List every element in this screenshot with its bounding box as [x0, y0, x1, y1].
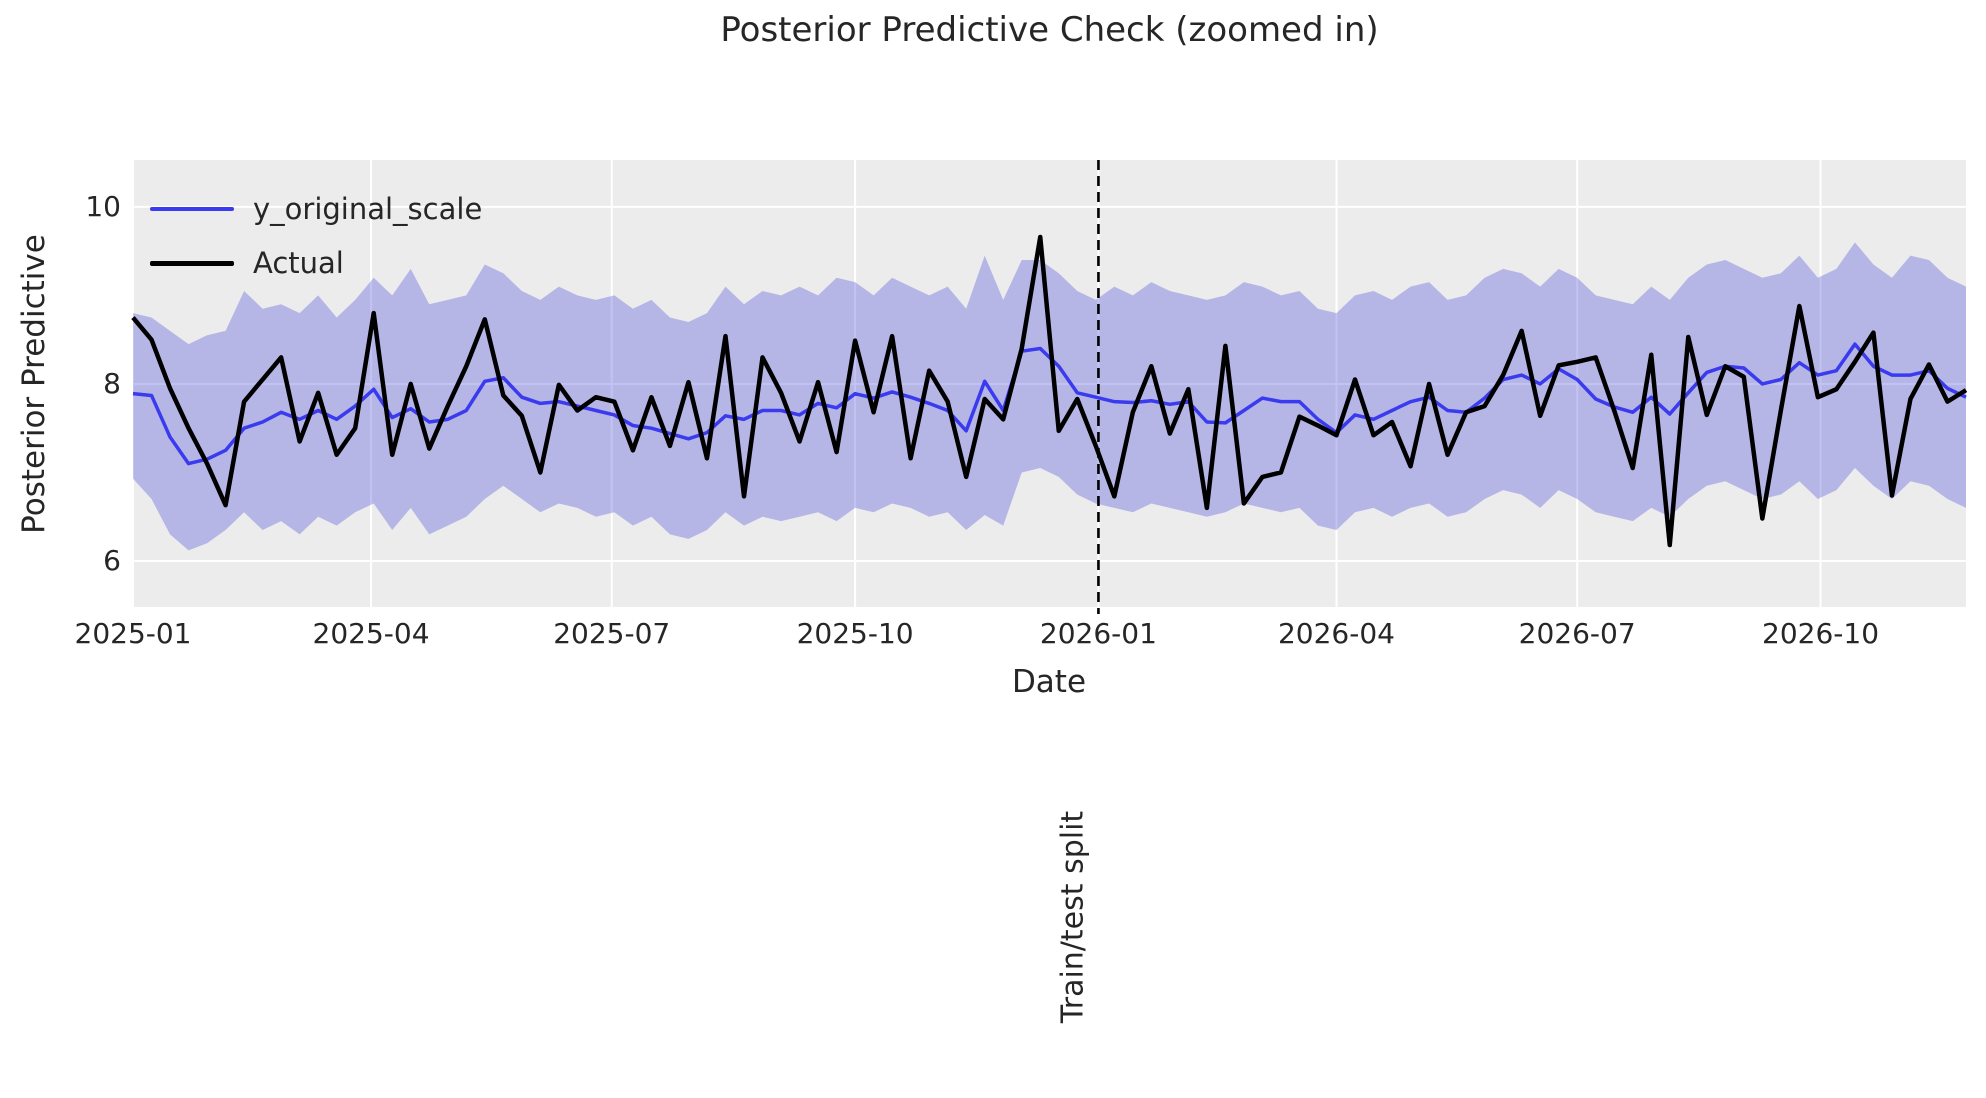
legend-item-actual: Actual — [150, 243, 482, 283]
x-tick-label: 2025-07 — [553, 617, 671, 650]
actual-line — [131, 234, 1968, 548]
legend-label-predicted: y_original_scale — [253, 192, 483, 226]
x-tick-label: 2026-10 — [1762, 617, 1880, 650]
x-tick-label: 2025-10 — [796, 617, 914, 650]
train-test-split-label: Train/test split — [1055, 810, 1091, 1024]
x-axis-label: Date — [1011, 664, 1087, 700]
x-tick-label: 2026-07 — [1518, 617, 1636, 650]
legend: y_original_scale Actual — [150, 189, 482, 283]
y-tick-label: 8 — [103, 366, 121, 400]
predicted-line-sample — [150, 207, 234, 211]
x-tick-label: 2025-01 — [74, 617, 192, 650]
actual-line-sample — [150, 260, 234, 266]
uncertainty-band — [133, 242, 1966, 551]
x-tick-label: 2026-01 — [1039, 617, 1157, 650]
legend-label-actual: Actual — [253, 246, 344, 280]
chart-title: Posterior Predictive Check (zoomed in) — [720, 10, 1379, 50]
x-tick-label: 2026-04 — [1277, 617, 1395, 650]
legend-item-predicted: y_original_scale — [150, 189, 482, 229]
x-tick-label: 2025-04 — [312, 617, 430, 650]
y-tick-label: 6 — [103, 543, 121, 577]
y-tick-label: 10 — [85, 189, 121, 223]
y-axis-label: Posterior Predictive — [16, 234, 52, 534]
